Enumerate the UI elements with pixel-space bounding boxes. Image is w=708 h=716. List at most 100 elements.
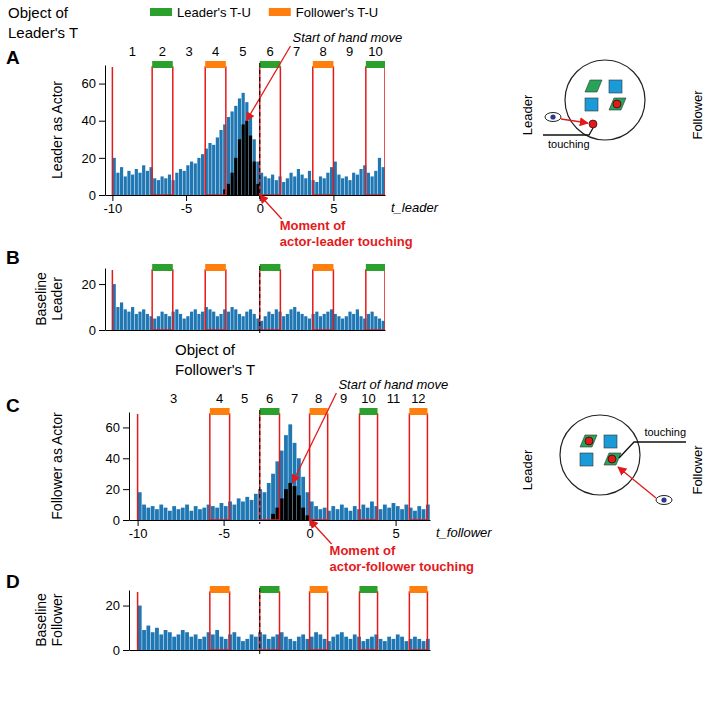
histogram-bar <box>155 509 159 520</box>
object-parallelogram <box>580 435 597 447</box>
histogram-bar <box>237 520 241 521</box>
annotation-text: Moment ofactor-follower touching <box>330 543 475 574</box>
segment-label: 12 <box>411 391 425 406</box>
segment-label: 2 <box>159 44 166 59</box>
t-u-frame <box>260 592 280 650</box>
histogram-bar <box>404 520 408 521</box>
segment-label: 8 <box>315 391 322 406</box>
touched-marker <box>613 100 621 108</box>
histogram-bar <box>159 520 163 521</box>
t-u-frame <box>205 67 226 195</box>
scene-diagram: LeaderFollowertouching <box>520 60 705 150</box>
histogram-bar <box>263 634 267 650</box>
x-axis-tick: -5 <box>218 520 230 541</box>
histogram-bar <box>301 314 304 330</box>
histogram-bar <box>116 307 119 330</box>
histogram-bar <box>383 520 387 521</box>
histogram-bar <box>202 508 206 520</box>
object-square <box>580 453 593 466</box>
histogram-bar <box>186 195 189 196</box>
histogram-bar <box>288 483 292 520</box>
histogram-bar <box>124 195 127 196</box>
histogram-bar <box>271 474 275 520</box>
legend-swatch <box>269 8 291 16</box>
t-u-frame <box>260 414 280 520</box>
annotation-text: Moment ofactor-leader touching <box>280 218 413 249</box>
table-circle <box>565 60 645 140</box>
histogram-bar <box>220 637 224 650</box>
histogram-bar <box>153 319 156 330</box>
histogram-bar <box>413 511 417 520</box>
y-axis-tick-label: 20 <box>82 277 96 292</box>
histogram-bar <box>304 178 307 195</box>
y-axis-tick: 40 <box>82 113 105 128</box>
segment-label: 9 <box>340 391 347 406</box>
x-axis: -10-505 <box>129 520 431 541</box>
histogram-bar <box>224 506 228 520</box>
histogram-bar <box>387 637 391 650</box>
histogram-bar <box>212 312 215 330</box>
segment-label: 5 <box>239 44 246 59</box>
histogram-bar <box>400 509 404 520</box>
histogram-bar <box>151 520 155 521</box>
histogram-bar <box>275 309 278 330</box>
t-u-bar <box>260 586 280 593</box>
histogram-bar <box>267 178 270 195</box>
t-u-bar <box>366 264 385 271</box>
x-axis-tick-label: 5 <box>330 201 337 216</box>
x-axis-tick: 5 <box>392 520 399 541</box>
x-axis-tick-mark <box>186 195 187 201</box>
histogram-bar <box>379 520 383 521</box>
plot-area <box>138 586 430 650</box>
histogram-bar <box>215 630 219 650</box>
histogram-bar <box>366 639 370 650</box>
histogram-bar <box>289 195 292 196</box>
panel-letter: C <box>6 395 20 416</box>
histogram-bar <box>202 637 206 650</box>
histogram-bar <box>344 637 348 650</box>
y-axis-tick: 20 <box>106 598 129 613</box>
x-axis-tick-label: -10 <box>103 201 122 216</box>
histogram-bar <box>194 195 197 196</box>
histogram-bar <box>319 176 322 195</box>
t-u-frame <box>409 414 427 520</box>
histogram-bar <box>304 195 307 196</box>
histogram-bar <box>336 634 340 650</box>
histogram-bar <box>352 314 355 330</box>
histogram-bar <box>131 175 134 195</box>
histogram-bar <box>341 319 344 330</box>
histogram-bar <box>208 143 211 195</box>
histogram-bar <box>198 639 202 650</box>
histogram-bar <box>359 195 362 196</box>
histogram-bar <box>379 509 383 520</box>
histogram-bar <box>159 505 163 520</box>
histogram-bar <box>345 176 348 195</box>
histogram-bar <box>337 195 340 196</box>
y-axis-tick-mark <box>123 650 129 651</box>
y-axis-tick: 40 <box>106 451 129 466</box>
histogram-bar <box>238 314 241 330</box>
x-axis-tick-mark <box>396 520 397 526</box>
histogram-bar <box>417 506 421 520</box>
histogram-bar <box>177 509 181 520</box>
start-line <box>137 414 139 520</box>
histogram-bar <box>138 195 141 196</box>
histogram-bar <box>183 195 186 196</box>
histogram-bar <box>288 639 292 650</box>
histogram-bar <box>267 312 270 330</box>
histogram-bar <box>293 176 296 195</box>
histogram-bar <box>179 314 182 330</box>
x-axis-tick-mark <box>112 195 113 201</box>
histogram-bar <box>352 195 355 196</box>
object-parallelogram <box>585 80 602 92</box>
t-u-frame <box>359 414 377 520</box>
histogram-bar <box>227 117 230 195</box>
histogram-bar <box>194 634 198 650</box>
legend-label: Leader's T-U <box>177 5 251 20</box>
y-axis-tick: 20 <box>82 151 105 166</box>
histogram-bar <box>422 509 426 520</box>
histogram-bar <box>237 637 241 650</box>
histogram-bar <box>293 307 296 330</box>
t-u-frame <box>366 270 385 330</box>
histogram-bar <box>404 641 408 650</box>
